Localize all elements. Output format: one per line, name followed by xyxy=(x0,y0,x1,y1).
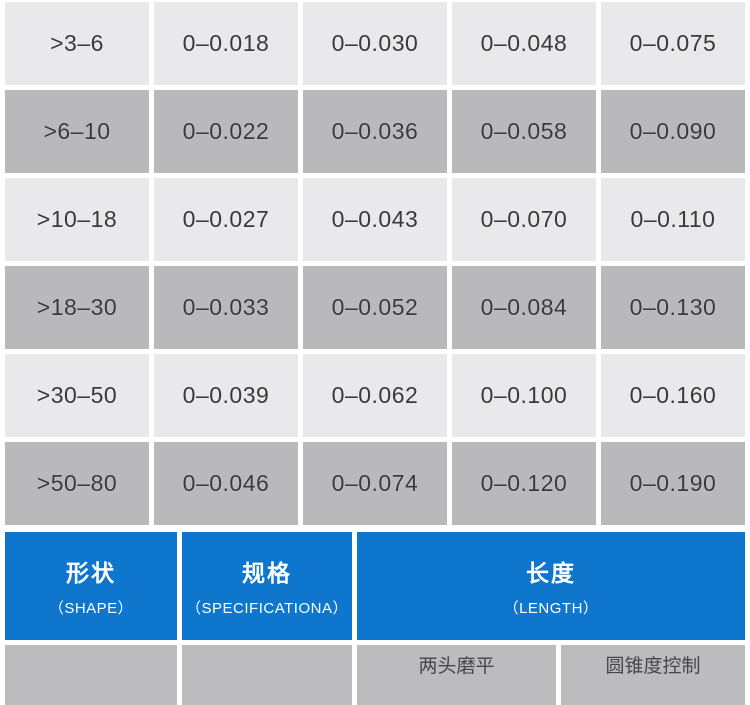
clipped-cell-specification xyxy=(182,645,352,705)
value-cell: 0–0.058 xyxy=(452,90,596,173)
value-cell: 0–0.039 xyxy=(154,354,298,437)
clipped-cell-length-left: 两头磨平 xyxy=(357,645,556,705)
range-cell: >18–30 xyxy=(5,266,149,349)
table-row: >18–30 0–0.033 0–0.052 0–0.084 0–0.130 xyxy=(5,266,745,349)
value-cell: 0–0.062 xyxy=(303,354,447,437)
value-cell: 0–0.074 xyxy=(303,442,447,525)
value-cell: 0–0.110 xyxy=(601,178,745,261)
value-cell: 0–0.052 xyxy=(303,266,447,349)
clipped-cell-shape xyxy=(5,645,177,705)
value-cell: 0–0.070 xyxy=(452,178,596,261)
range-cell: >6–10 xyxy=(5,90,149,173)
table-row: >3–6 0–0.018 0–0.030 0–0.048 0–0.075 xyxy=(5,2,745,85)
value-cell: 0–0.048 xyxy=(452,2,596,85)
value-cell: 0–0.046 xyxy=(154,442,298,525)
value-cell: 0–0.030 xyxy=(303,2,447,85)
table-row: >30–50 0–0.039 0–0.062 0–0.100 0–0.160 xyxy=(5,354,745,437)
header-cell-specification: 规格 （SPECIFICATIONA） xyxy=(182,532,352,640)
header-shape-zh: 形状 xyxy=(66,560,116,586)
range-cell: >3–6 xyxy=(5,2,149,85)
header-length-zh: 长度 xyxy=(526,560,576,586)
table-row: >50–80 0–0.046 0–0.074 0–0.120 0–0.190 xyxy=(5,442,745,525)
header-shape-en: （SHAPE） xyxy=(48,600,134,617)
table-row: >6–10 0–0.022 0–0.036 0–0.058 0–0.090 xyxy=(5,90,745,173)
header-cell-shape: 形状 （SHAPE） xyxy=(5,532,177,640)
value-cell: 0–0.027 xyxy=(154,178,298,261)
range-cell: >50–80 xyxy=(5,442,149,525)
tolerance-table: >3–6 0–0.018 0–0.030 0–0.048 0–0.075 >6–… xyxy=(5,2,745,530)
value-cell: 0–0.018 xyxy=(154,2,298,85)
header-spec-zh: 规格 xyxy=(242,560,292,586)
header-length-en: （LENGTH） xyxy=(503,600,599,617)
range-cell: >30–50 xyxy=(5,354,149,437)
value-cell: 0–0.075 xyxy=(601,2,745,85)
value-cell: 0–0.190 xyxy=(601,442,745,525)
value-cell: 0–0.160 xyxy=(601,354,745,437)
value-cell: 0–0.022 xyxy=(154,90,298,173)
value-cell: 0–0.084 xyxy=(452,266,596,349)
header-spec-en: （SPECIFICATIONA） xyxy=(186,600,348,617)
spec-table-header: 形状 （SHAPE） 规格 （SPECIFICATIONA） 长度 （LENGT… xyxy=(5,532,745,640)
value-cell: 0–0.130 xyxy=(601,266,745,349)
value-cell: 0–0.090 xyxy=(601,90,745,173)
value-cell: 0–0.120 xyxy=(452,442,596,525)
value-cell: 0–0.033 xyxy=(154,266,298,349)
range-cell: >10–18 xyxy=(5,178,149,261)
value-cell: 0–0.100 xyxy=(452,354,596,437)
table-row: >10–18 0–0.027 0–0.043 0–0.070 0–0.110 xyxy=(5,178,745,261)
clipped-bottom-row: 两头磨平 圆锥度控制 xyxy=(5,645,745,705)
header-cell-length: 长度 （LENGTH） xyxy=(357,532,745,640)
value-cell: 0–0.043 xyxy=(303,178,447,261)
value-cell: 0–0.036 xyxy=(303,90,447,173)
clipped-cell-length-right: 圆锥度控制 xyxy=(561,645,745,705)
